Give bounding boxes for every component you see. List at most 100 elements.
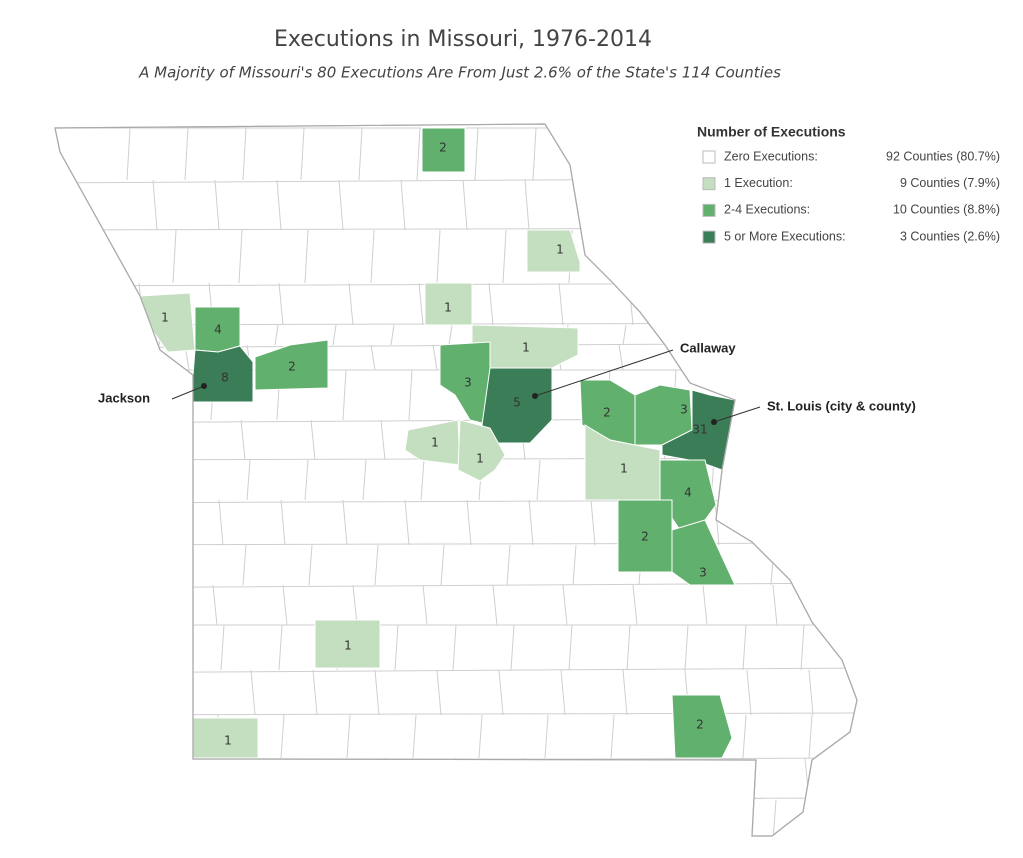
county-line <box>462 179 468 231</box>
county-line <box>772 584 778 626</box>
county-line <box>152 179 158 231</box>
county-line <box>478 714 483 759</box>
leader-line <box>171 385 205 400</box>
county-line <box>867 345 871 370</box>
marker <box>201 383 207 389</box>
county-label: 3 <box>680 403 688 417</box>
county-line <box>352 584 358 626</box>
county-line <box>648 127 653 181</box>
county-line <box>130 459 135 501</box>
county-line <box>498 669 504 716</box>
county-line <box>648 179 654 231</box>
legend-count: 3 Counties (2.6%) <box>900 229 1000 243</box>
county-line <box>506 544 511 586</box>
county-line <box>488 282 494 326</box>
county <box>457 419 506 482</box>
county-line <box>436 669 442 716</box>
county-line <box>440 544 445 586</box>
county-line <box>664 757 670 801</box>
county-label: 2 <box>439 141 447 155</box>
legend-swatch <box>702 230 716 244</box>
county-label: 1 <box>620 462 628 476</box>
county-line <box>370 229 375 284</box>
county-line <box>568 624 573 671</box>
county-line <box>342 369 347 421</box>
county-label: 3 <box>699 566 707 580</box>
county-line <box>308 544 313 586</box>
county-line <box>338 179 344 231</box>
county-line <box>422 584 428 626</box>
county-line <box>626 624 631 671</box>
county-line <box>524 757 530 801</box>
county-line <box>632 584 638 626</box>
county-line <box>510 624 515 671</box>
county-line <box>742 344 748 371</box>
county-line <box>830 799 835 836</box>
annotation: Jackson <box>98 390 150 405</box>
county-line <box>594 757 600 801</box>
county-label: 1 <box>444 301 452 315</box>
county-line <box>838 499 844 546</box>
county <box>404 419 461 466</box>
county-line <box>358 127 363 181</box>
county-line <box>246 459 251 501</box>
county-line <box>742 714 747 759</box>
county-line <box>162 624 167 671</box>
county-line <box>282 584 288 626</box>
county-label: 3 <box>464 376 472 390</box>
legend-label: 2-4 Executions: <box>724 203 810 217</box>
marker <box>711 419 717 425</box>
county-line <box>342 499 348 546</box>
legend-label: 1 Execution: <box>724 176 793 190</box>
county-line <box>800 419 806 461</box>
county-line <box>734 757 740 801</box>
county <box>254 339 329 391</box>
state-border <box>54 123 858 837</box>
county-line <box>738 324 743 346</box>
annotations: Jackson Callaway St. Louis (city & count… <box>98 340 916 425</box>
county-line <box>528 499 534 546</box>
county-line <box>276 179 282 231</box>
county-line <box>416 127 421 181</box>
county-line <box>572 544 577 586</box>
county <box>481 367 553 444</box>
subtitle: A Majority of Missouri's 80 Executions A… <box>138 64 781 82</box>
county-line <box>314 757 320 801</box>
county-line <box>768 282 774 326</box>
county-line <box>244 757 250 801</box>
county-line <box>380 419 386 461</box>
county-line <box>432 344 438 371</box>
county-line <box>804 344 810 371</box>
county-line <box>214 179 220 231</box>
county-line <box>540 799 545 836</box>
county-line <box>55 797 857 801</box>
county-line <box>448 324 453 346</box>
county-line <box>148 714 153 759</box>
county-line <box>312 669 318 716</box>
county-line <box>278 282 284 326</box>
county-line <box>826 459 831 501</box>
county-line <box>634 229 639 284</box>
legend-swatch <box>702 203 716 217</box>
legend-swatch <box>702 177 716 191</box>
county-line <box>524 179 530 231</box>
county-line <box>586 179 592 231</box>
county-line <box>404 499 410 546</box>
legend-swatch <box>702 150 716 164</box>
title: Executions in Missouri, 1976-2014 <box>274 27 652 52</box>
county-line <box>800 624 805 671</box>
county-label: 1 <box>344 639 352 653</box>
county <box>314 619 381 669</box>
county-line <box>859 625 862 670</box>
county-line <box>808 669 814 716</box>
county-line <box>300 127 305 181</box>
county-line <box>280 499 286 546</box>
county-line <box>702 584 708 626</box>
county-line <box>698 282 704 326</box>
county-line <box>590 127 595 181</box>
county-line <box>796 324 801 346</box>
county-line <box>280 714 285 759</box>
legend-label: Zero Executions: <box>724 149 818 163</box>
